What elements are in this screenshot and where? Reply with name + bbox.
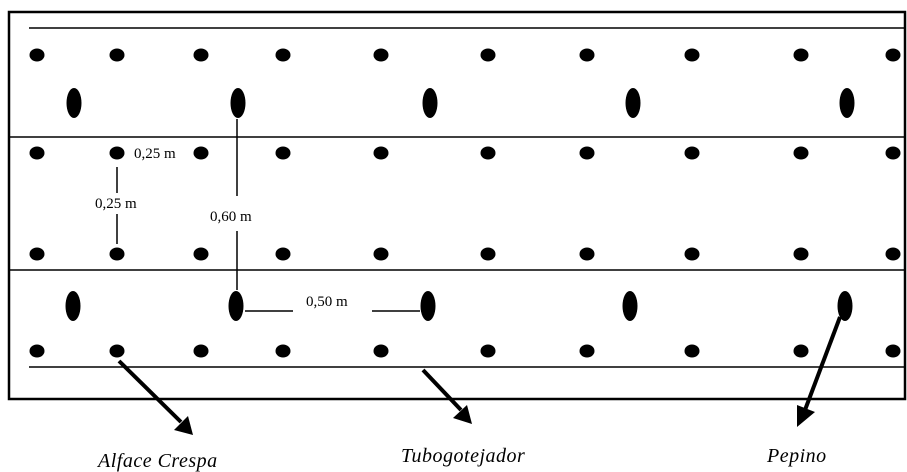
- cucumber-plant: [625, 88, 641, 118]
- lettuce-plant: [480, 48, 496, 62]
- lettuce-plants: [29, 48, 901, 358]
- cucumber-plant: [65, 291, 81, 321]
- cucumber-plant: [422, 88, 438, 118]
- lettuce-plant: [579, 146, 595, 160]
- lettuce-plant: [579, 247, 595, 261]
- cucumber-arrowhead-icon: [797, 405, 815, 427]
- cucumber-plant: [837, 291, 853, 321]
- lettuce-plant: [480, 146, 496, 160]
- lettuce-plant: [793, 344, 809, 358]
- lettuce-plant: [684, 48, 700, 62]
- lettuce-arrow-icon: [117, 359, 183, 424]
- lettuce-plant: [885, 247, 901, 261]
- lettuce-plant: [793, 48, 809, 62]
- cucumber-plant: [420, 291, 436, 321]
- lettuce-plant: [29, 247, 45, 261]
- lettuce-plant: [275, 344, 291, 358]
- cucumber-caption: Pepino: [766, 445, 827, 467]
- lettuce-arrowhead-icon: [174, 416, 193, 435]
- lettuce-horizontal-spacing-label: 0,25 m: [134, 146, 176, 162]
- lettuce-plant: [29, 48, 45, 62]
- lettuce-plant: [29, 344, 45, 358]
- lettuce-plant: [193, 344, 209, 358]
- lettuce-plant: [373, 247, 389, 261]
- cucumber-plant: [839, 88, 855, 118]
- cucumber-arrow-icon: [803, 316, 842, 411]
- drip-tube-lines: [9, 27, 905, 368]
- cucumber-plant-spacing-label: 0,50 m: [306, 294, 348, 310]
- lettuce-plant: [193, 146, 209, 160]
- lettuce-plant: [275, 48, 291, 62]
- drip-tube-arrow-icon: [421, 368, 463, 412]
- drip-tube-caption: Tubogotejador: [401, 445, 525, 467]
- cucumber-plant: [622, 291, 638, 321]
- lettuce-plant: [373, 48, 389, 62]
- lettuce-plant: [109, 344, 125, 358]
- lettuce-plant: [579, 48, 595, 62]
- drip-tube-arrowhead-icon: [453, 405, 472, 424]
- lettuce-plant: [109, 247, 125, 261]
- lettuce-plant: [793, 247, 809, 261]
- lettuce-plant: [885, 48, 901, 62]
- lettuce-plant: [373, 146, 389, 160]
- field-border: [7, 10, 907, 401]
- cucumber-plant: [66, 88, 82, 118]
- lettuce-plant: [373, 344, 389, 358]
- lettuce-plant: [579, 344, 595, 358]
- lettuce-plant: [793, 146, 809, 160]
- lettuce-plant: [275, 247, 291, 261]
- lettuce-caption: Alface Crespa: [96, 450, 218, 472]
- lettuce-plant: [193, 247, 209, 261]
- cucumber-plant: [228, 291, 244, 321]
- lettuce-plant: [684, 146, 700, 160]
- lettuce-plant: [109, 48, 125, 62]
- lettuce-plant: [684, 247, 700, 261]
- lettuce-plant: [480, 344, 496, 358]
- lettuce-plant: [885, 344, 901, 358]
- pointer-arrows: [117, 316, 842, 435]
- dimension-lines: [116, 119, 420, 312]
- cucumber-row-spacing-label: 0,60 m: [210, 209, 252, 225]
- lettuce-plant: [193, 48, 209, 62]
- lettuce-plant: [480, 247, 496, 261]
- cucumber-plant: [230, 88, 246, 118]
- lettuce-plant: [29, 146, 45, 160]
- lettuce-plant: [109, 146, 125, 160]
- lettuce-plant: [885, 146, 901, 160]
- lettuce-plant: [684, 344, 700, 358]
- lettuce-vertical-spacing-label: 0,25 m: [95, 196, 137, 212]
- cucumber-plants: [65, 88, 855, 321]
- lettuce-plant: [275, 146, 291, 160]
